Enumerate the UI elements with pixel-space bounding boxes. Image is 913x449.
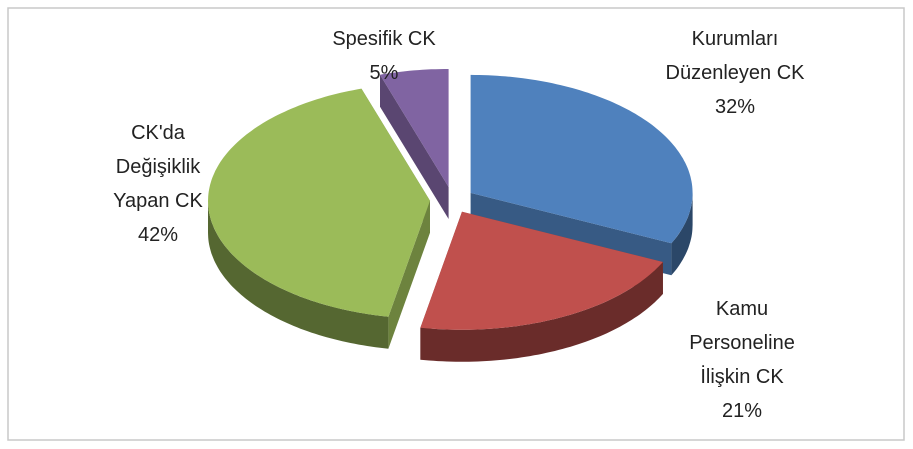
slice-wall (671, 192, 693, 276)
chart-frame (7, 7, 905, 441)
slice (470, 74, 693, 244)
slice (420, 211, 663, 330)
slice-cut-face (380, 74, 449, 219)
category-label: Kamu Personeline İlişkin CK (689, 298, 795, 388)
slice (208, 88, 430, 317)
slice-label: Kurumları Düzenleyen CK 32% (660, 22, 810, 124)
value-label: 5% (369, 62, 399, 84)
slice-wall (208, 200, 389, 349)
category-label: CK'da Değişiklik Yapan CK (113, 122, 203, 212)
slice-label: Spesifik CK 5% (309, 22, 459, 90)
value-label: 42% (137, 224, 179, 246)
value-label: 32% (714, 96, 756, 118)
slice-label: CK'da Değişiklik Yapan CK 42% (93, 116, 223, 252)
value-label: 21% (721, 400, 763, 422)
slice-cut-face (388, 200, 430, 349)
slice-label: Kamu Personeline İlişkin CK 21% (677, 292, 807, 428)
slice (380, 69, 449, 187)
category-label: Spesifik CK (332, 28, 436, 50)
category-label: Kurumları Düzenleyen CK (665, 28, 805, 84)
slice-wall (420, 262, 663, 362)
